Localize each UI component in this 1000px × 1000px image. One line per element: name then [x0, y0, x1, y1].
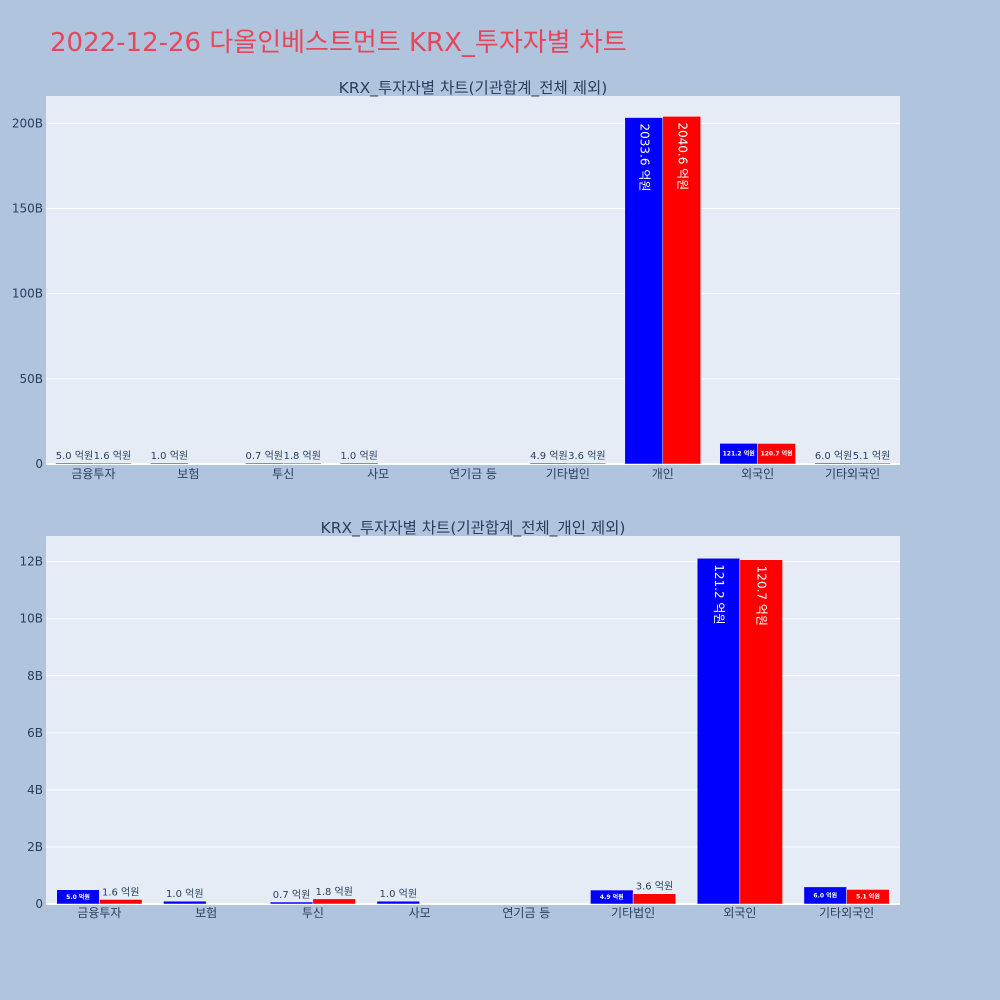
- x-tick-label: 기타외국인: [825, 467, 880, 481]
- x-tick-label: 투신: [272, 467, 294, 481]
- data-label: 1.0 억원: [340, 450, 377, 462]
- bar: [55, 462, 94, 465]
- bar: [312, 898, 356, 905]
- data-label: 1.0 억원: [380, 888, 417, 900]
- bar: [852, 462, 891, 465]
- x-tick-label: 연기금 등: [502, 906, 550, 920]
- bar: [567, 462, 607, 465]
- bar: [163, 900, 207, 905]
- bar: [376, 900, 420, 905]
- data-label: 4.9 억원: [600, 893, 624, 901]
- bar: [696, 558, 741, 905]
- y-tick-label: 2B: [27, 840, 43, 854]
- x-tick-label: 금융투자: [71, 467, 115, 481]
- bar: [99, 899, 143, 905]
- x-tick-label: 외국인: [741, 467, 774, 481]
- x-tick-label: 기타법인: [611, 906, 655, 920]
- y-tick-label: 6B: [27, 726, 43, 740]
- data-label: 3.6 억원: [636, 881, 673, 893]
- bar: [739, 559, 783, 905]
- data-label: 1.0 억원: [151, 450, 188, 462]
- chart-title: KRX_투자자별 차트(기관합계_전체 제외): [339, 79, 608, 98]
- bar: [269, 901, 314, 905]
- data-label: 120.7 억원: [755, 566, 769, 626]
- bar: [846, 889, 890, 905]
- bar: [245, 462, 284, 465]
- data-label: 4.9 억원: [530, 450, 567, 462]
- bar: [624, 117, 664, 465]
- chart-title: KRX_투자자별 차트(기관합계_전체_개인 제외): [321, 519, 626, 538]
- data-label: 121.2 억원: [712, 564, 726, 624]
- bar: [282, 462, 322, 465]
- x-tick-label: 기타외국인: [819, 906, 874, 920]
- data-label: 0.7 억원: [273, 889, 310, 901]
- bar: [814, 462, 853, 465]
- y-tick-label: 12B: [19, 555, 43, 569]
- data-label: 2040.6 억원: [675, 122, 689, 190]
- y-tick-label: 100B: [12, 287, 43, 301]
- chart-top: KRX_투자자별 차트(기관합계_전체 제외) 0 50B 100B 150B 200B 금…: [12, 79, 900, 481]
- x-tick-label: 사모: [367, 467, 389, 481]
- page-title: 2022-12-26 다올인베스트먼트 KRX_투자자별 차트: [50, 28, 627, 58]
- x-tick-label: 보험: [177, 467, 199, 481]
- data-label: 121.2 억원: [723, 450, 755, 458]
- x-tick-label: 외국인: [723, 906, 756, 920]
- data-label: 5.1 억원: [853, 450, 890, 462]
- bar: [662, 116, 701, 465]
- data-label: 2033.6 억원: [637, 124, 651, 192]
- data-label: 0.7 억원: [246, 450, 283, 462]
- data-label: 1.6 억원: [102, 886, 139, 898]
- bar: [339, 462, 379, 465]
- y-tick-label: 150B: [12, 201, 43, 215]
- y-tick-label: 0: [35, 457, 43, 471]
- y-tick-label: 10B: [19, 612, 43, 626]
- x-tick-label: 투신: [302, 906, 324, 920]
- data-label: 1.0 억원: [166, 888, 203, 900]
- data-label: 1.6 억원: [94, 450, 131, 462]
- bar: [757, 443, 796, 465]
- bar: [150, 462, 189, 465]
- data-label: 120.7 억원: [761, 450, 793, 458]
- y-tick-label: 0: [35, 897, 43, 911]
- chart-bottom: KRX_투자자별 차트(기관합계_전체_개인 제외) 0 2B 4B 6B 8B 10B 12…: [19, 519, 900, 920]
- data-label: 5.0 억원: [56, 450, 93, 462]
- y-tick-label: 200B: [12, 116, 43, 130]
- x-tick-label: 사모: [409, 906, 431, 920]
- data-label: 6.0 억원: [815, 450, 852, 462]
- bar: [56, 889, 100, 905]
- data-label: 1.8 억원: [283, 450, 320, 462]
- data-label: 5.0 억원: [66, 893, 90, 901]
- x-tick-label: 연기금 등: [449, 467, 497, 481]
- x-tick-label: 개인: [652, 467, 674, 481]
- x-tick-label: 금융투자: [77, 906, 121, 920]
- plot-area: [46, 96, 900, 464]
- bar: [632, 893, 677, 905]
- bar: [93, 462, 132, 465]
- x-tick-label: 기타법인: [546, 467, 590, 481]
- y-tick-label: 4B: [27, 783, 43, 797]
- bar: [529, 462, 569, 465]
- x-tick-label: 보험: [195, 906, 217, 920]
- data-label: 1.8 억원: [315, 886, 352, 898]
- y-tick-label: 50B: [19, 372, 43, 386]
- y-tick-label: 8B: [27, 669, 43, 683]
- data-label: 6.0 억원: [813, 891, 837, 899]
- data-label: 3.6 억원: [568, 450, 605, 462]
- data-label: 5.1 억원: [856, 893, 880, 901]
